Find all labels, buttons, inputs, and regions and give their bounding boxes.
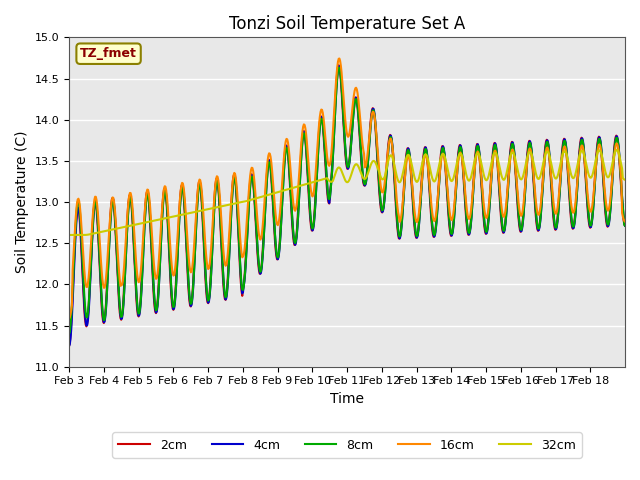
2cm — [65, 343, 73, 349]
Line: 32cm: 32cm — [69, 150, 625, 235]
Line: 2cm: 2cm — [69, 65, 625, 346]
32cm — [405, 153, 413, 158]
Legend: 2cm, 4cm, 8cm, 16cm, 32cm: 2cm, 4cm, 8cm, 16cm, 32cm — [112, 432, 582, 458]
8cm — [621, 223, 629, 228]
16cm — [131, 230, 138, 236]
4cm — [131, 247, 138, 252]
16cm — [232, 181, 240, 187]
4cm — [335, 63, 343, 69]
32cm — [131, 222, 139, 228]
8cm — [65, 331, 73, 336]
32cm — [68, 232, 76, 238]
32cm — [65, 232, 73, 238]
Text: TZ_fmet: TZ_fmet — [80, 47, 137, 60]
32cm — [621, 177, 629, 183]
32cm — [282, 187, 290, 193]
8cm — [131, 247, 138, 252]
4cm — [405, 147, 413, 153]
4cm — [281, 152, 289, 158]
16cm — [405, 154, 413, 160]
4cm — [232, 188, 240, 193]
32cm — [261, 193, 269, 199]
16cm — [621, 219, 629, 225]
2cm — [232, 193, 240, 199]
8cm — [405, 149, 413, 155]
16cm — [260, 206, 268, 212]
Y-axis label: Soil Temperature (C): Soil Temperature (C) — [15, 131, 29, 273]
32cm — [613, 147, 621, 153]
16cm — [281, 143, 289, 149]
32cm — [234, 200, 241, 206]
32cm — [436, 157, 444, 163]
16cm — [335, 56, 343, 61]
16cm — [65, 316, 73, 322]
Title: Tonzi Soil Temperature Set A: Tonzi Soil Temperature Set A — [229, 15, 465, 33]
8cm — [232, 190, 240, 195]
8cm — [335, 65, 343, 71]
2cm — [436, 159, 444, 165]
4cm — [621, 223, 629, 228]
8cm — [281, 154, 289, 159]
8cm — [436, 165, 444, 171]
4cm — [65, 343, 73, 349]
2cm — [281, 148, 289, 154]
16cm — [436, 167, 444, 172]
Line: 16cm: 16cm — [69, 59, 625, 319]
4cm — [260, 230, 268, 236]
4cm — [436, 164, 444, 170]
2cm — [335, 62, 342, 68]
Line: 4cm: 4cm — [69, 66, 625, 346]
Line: 8cm: 8cm — [69, 68, 625, 334]
2cm — [621, 223, 629, 228]
2cm — [405, 149, 413, 155]
2cm — [260, 224, 268, 229]
8cm — [260, 230, 268, 236]
X-axis label: Time: Time — [330, 392, 364, 406]
2cm — [131, 254, 138, 260]
